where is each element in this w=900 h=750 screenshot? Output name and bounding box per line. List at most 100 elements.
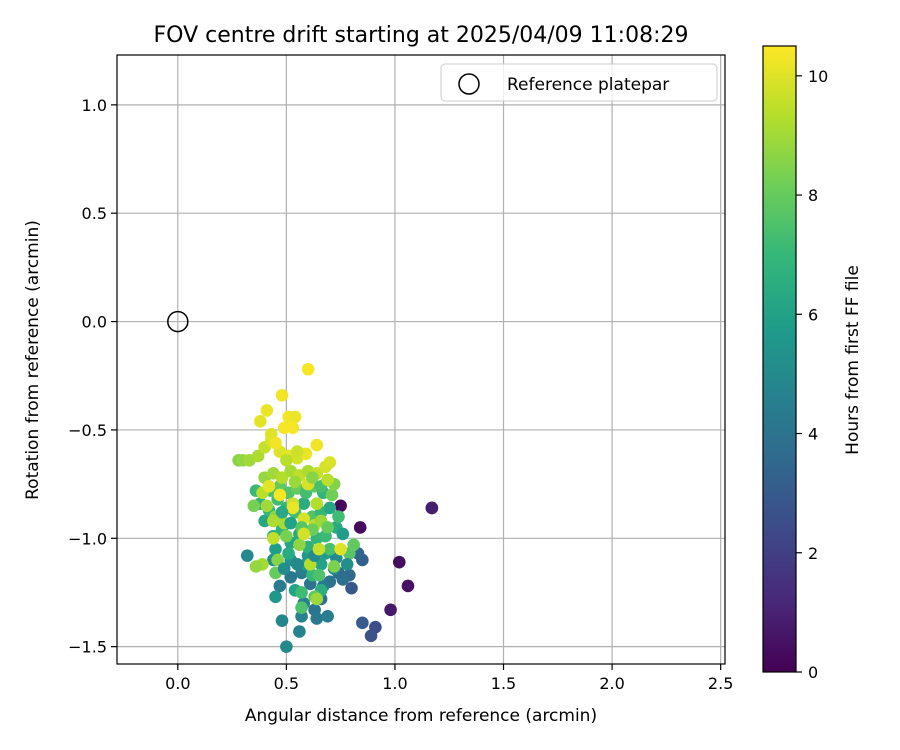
data-point [240,549,254,562]
data-point [306,471,319,484]
y-axis-ticks: 1.0 0.5 0.0 −0.5 −1.0 −1.5 [68,96,117,657]
reference-platepar-marker [167,310,189,333]
data-point [267,514,280,528]
data-point [262,479,276,493]
data-point [295,586,308,599]
data-point [312,568,326,582]
data-point [288,475,302,489]
data-point [275,614,289,627]
colorbar-tick-label: 10 [808,67,828,86]
data-point [273,579,287,593]
data-point [384,603,397,617]
data-points [232,362,439,653]
data-point [260,499,274,513]
chart-title: FOV centre drift starting at 2025/04/09 … [154,23,689,48]
reference-marker-group [167,310,189,333]
data-point [295,610,308,623]
x-tick-label: 1.0 [382,674,407,693]
data-point [284,571,298,584]
data-point [297,497,311,510]
data-point [297,527,311,541]
colorbar-ticks: 0 2 4 6 8 10 [796,67,828,682]
data-point [293,538,306,552]
data-point [275,388,289,402]
data-point [275,471,289,484]
data-point [336,527,350,541]
x-tick-label: 1.5 [491,674,516,693]
data-point [277,421,291,435]
data-point [277,562,291,575]
data-point [332,510,345,523]
data-point [251,449,265,463]
data-point [323,542,337,556]
data-point [312,542,326,556]
data-point [356,616,369,630]
y-tick-label: −1.5 [68,638,107,657]
legend: Reference platepar [440,63,718,102]
data-point [260,404,274,417]
x-axis-label: Angular distance from reference (arcmin) [245,706,597,726]
data-point [275,505,289,519]
data-point [301,362,315,376]
data-point [282,547,295,560]
data-point [247,499,261,513]
x-tick-label: 2.0 [599,674,624,693]
data-point [271,553,284,567]
x-tick-label: 0.0 [165,674,190,693]
x-axis-ticks: 0.0 0.5 1.0 1.5 2.0 2.5 [165,664,733,693]
colorbar-frame [762,45,797,673]
colorbar-tick-label: 4 [808,425,818,444]
data-point [392,555,406,569]
data-point [310,497,324,510]
colorbar-tick-label: 2 [808,544,818,563]
data-point [310,612,324,625]
data-point [327,560,341,573]
data-point [310,438,324,452]
data-point [325,488,339,502]
colorbar: 0 2 4 6 8 10 Hours from first FF file [762,45,863,682]
legend-label-reference: Reference platepar [507,75,669,95]
data-point [353,521,367,534]
data-point [347,538,360,552]
data-point [336,573,350,586]
data-point [323,501,337,515]
legend-open-circle-icon [458,73,480,95]
data-point [323,456,337,469]
colorbar-gradient [763,46,796,672]
data-point [269,542,282,556]
data-point [254,414,267,428]
data-point [280,529,293,543]
data-point [425,501,439,515]
data-point [288,410,302,424]
data-point [321,521,334,534]
data-point [293,625,306,638]
y-tick-label: −1.0 [68,529,107,548]
data-point [364,629,378,643]
data-point [284,516,298,530]
data-point [290,558,304,571]
data-point [345,581,358,595]
data-point [267,531,280,545]
grid-lines [117,55,725,664]
colorbar-tick-label: 8 [808,186,818,205]
data-point [269,436,282,450]
data-point [310,592,324,606]
y-tick-label: 0.5 [82,204,107,223]
data-point [401,579,415,593]
data-point [273,488,287,502]
y-tick-label: −0.5 [68,421,107,440]
colorbar-label: Hours from first FF file [843,265,863,455]
y-tick-label: 1.0 [82,96,107,115]
x-tick-label: 2.5 [708,674,733,693]
data-point [314,558,328,571]
data-point [340,558,354,571]
data-point [295,601,308,614]
data-point [258,514,271,528]
data-point [286,421,300,435]
data-point [321,610,334,623]
data-point [334,499,347,513]
y-tick-label: 0.0 [82,313,107,332]
colorbar-tick-label: 6 [808,305,818,324]
data-point [321,473,334,487]
